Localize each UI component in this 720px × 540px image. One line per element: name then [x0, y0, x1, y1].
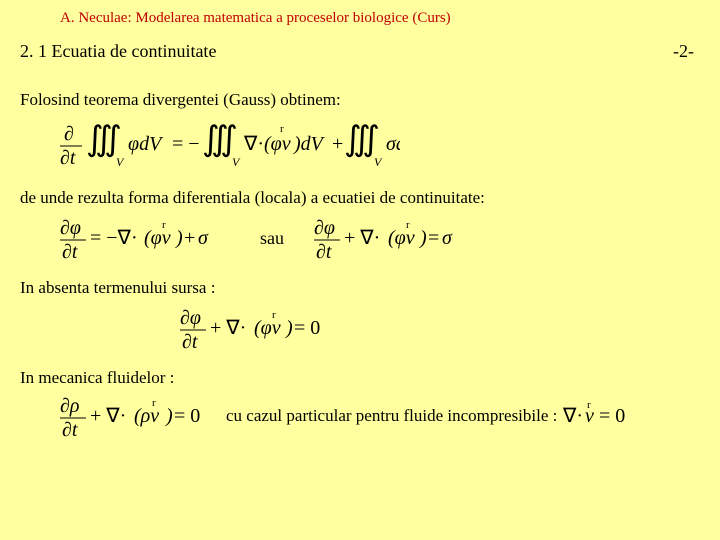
equation-diff-left: ∂φ ∂t = −∇· (φv r ) + σ [60, 214, 230, 262]
svg-text:+: + [332, 133, 343, 155]
svg-text:(φv: (φv [264, 133, 291, 155]
equation-gauss: ∂ ∂t ∭ V φdV = − ∭ V ∇· (φv r )dV + [60, 116, 700, 172]
svg-text:∭: ∭ [202, 121, 238, 158]
svg-text:V: V [116, 155, 125, 169]
svg-text:= 0: = 0 [294, 317, 320, 339]
section-title: 2. 1 Ecuatia de continuitate [20, 41, 216, 62]
svg-text:∂φ: ∂φ [60, 217, 81, 239]
page-number: -2- [673, 41, 700, 62]
svg-text:r: r [280, 123, 284, 135]
svg-text:)dV: )dV [293, 133, 326, 155]
svg-text:r: r [406, 219, 410, 231]
fluid-mechanics-row: ∂ρ ∂t + ∇· (ρv r ) = 0 cu cazul particul… [60, 392, 700, 440]
svg-text:V: V [232, 155, 241, 169]
svg-text:=: = [428, 227, 439, 249]
svg-text:φdV: φdV [128, 133, 164, 155]
equation-fluid-rho: ∂ρ ∂t + ∇· (ρv r ) = 0 [60, 392, 220, 440]
svg-text:(φv: (φv [254, 317, 281, 339]
svg-text:(φv: (φv [388, 227, 415, 249]
svg-text:∂t: ∂t [62, 241, 78, 262]
svg-text:∂t: ∂t [182, 331, 198, 352]
svg-text:+ ∇·: + ∇· [90, 405, 126, 427]
svg-text:V: V [374, 155, 383, 169]
svg-text:∂t: ∂t [62, 419, 78, 440]
svg-text:∭: ∭ [344, 121, 380, 158]
slide-page: A. Neculae: Modelarea matematica a proce… [0, 0, 720, 462]
svg-text:+ ∇·: + ∇· [344, 227, 380, 249]
equation-differential-row: ∂φ ∂t = −∇· (φv r ) + σ sau ∂φ ∂t + ∇· (… [60, 214, 700, 262]
svg-text:∂φ: ∂φ [314, 217, 335, 239]
svg-text:σ: σ [198, 227, 209, 249]
svg-text:= −∇·: = −∇· [90, 227, 138, 249]
svg-text:= −: = − [172, 133, 200, 155]
svg-text:r: r [587, 400, 591, 411]
paragraph-2: de unde rezulta forma diferentiala (loca… [20, 188, 700, 208]
or-label: sau [260, 228, 284, 249]
svg-text:σ: σ [442, 227, 453, 249]
svg-text:): ) [175, 227, 183, 249]
svg-text:∂t: ∂t [60, 147, 76, 169]
svg-text:∇·: ∇· [243, 133, 264, 155]
incompressible-label: cu cazul particular pentru fluide incomp… [226, 406, 557, 426]
svg-text:(φv: (φv [144, 227, 171, 249]
svg-text:∂φ: ∂φ [180, 307, 201, 329]
svg-text:r: r [162, 219, 166, 231]
title-row: 2. 1 Ecuatia de continuitate -2- [20, 41, 700, 62]
svg-text:∂: ∂ [64, 123, 74, 145]
slide-header: A. Neculae: Modelarea matematica a proce… [20, 10, 700, 27]
svg-text:): ) [165, 405, 173, 427]
svg-text:∇·: ∇· [563, 405, 583, 427]
svg-text:): ) [419, 227, 427, 249]
svg-text:∂t: ∂t [316, 241, 332, 262]
paragraph-3: In absenta termenului sursa : [20, 278, 700, 298]
equation-diff-right: ∂φ ∂t + ∇· (φv r ) = σ [314, 214, 474, 262]
svg-text:+ ∇·: + ∇· [210, 317, 246, 339]
equation-no-source: ∂φ ∂t + ∇· (φv r ) = 0 [180, 304, 700, 352]
paragraph-4: In mecanica fluidelor : [20, 368, 700, 388]
svg-text:= 0: = 0 [174, 405, 200, 427]
svg-text:∂ρ: ∂ρ [60, 395, 79, 417]
svg-text:r: r [272, 309, 276, 321]
svg-text:+: + [184, 227, 195, 249]
svg-text:): ) [285, 317, 293, 339]
svg-text:r: r [152, 397, 156, 409]
svg-text:∭: ∭ [86, 121, 122, 158]
equation-div-v-zero: ∇· v r = 0 [563, 400, 643, 432]
paragraph-1: Folosind teorema divergentei (Gauss) obt… [20, 90, 700, 110]
svg-text:= 0: = 0 [599, 405, 625, 427]
svg-text:σdV: σdV [386, 133, 400, 155]
